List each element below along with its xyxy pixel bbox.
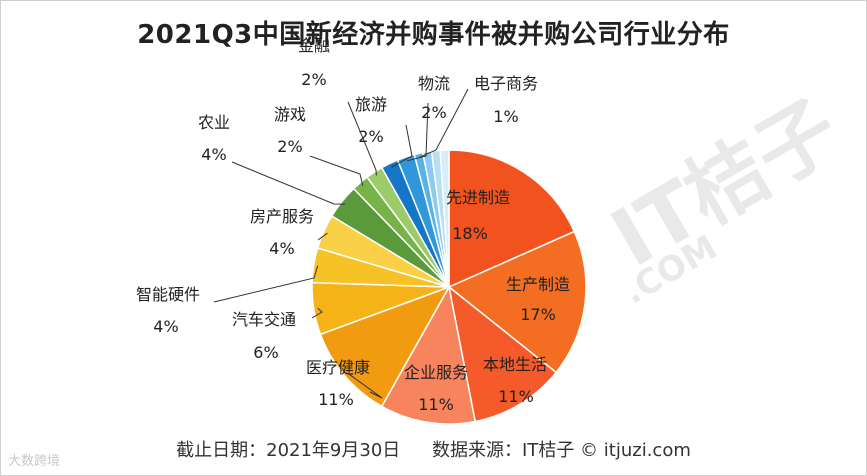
slice-label-企业服务: 企业服务 [404, 363, 468, 382]
slice-label-生产制造: 生产制造 [506, 275, 570, 294]
slice-label-游戏: 游戏 [274, 105, 306, 124]
slice-value-旅游: 2% [358, 127, 383, 146]
slice-label-物流: 物流 [418, 74, 450, 93]
leader-line-游戏 [309, 155, 364, 186]
slice-label-先进制造: 先进制造 [446, 188, 510, 207]
leader-line-农业 [231, 161, 346, 205]
slice-value-金融: 2% [301, 70, 326, 89]
corner-logo: 大数跨境 [8, 454, 61, 469]
leader-line-智能硬件 [213, 265, 319, 303]
slice-value-生产制造: 17% [520, 305, 556, 324]
slice-value-汽车交通: 6% [253, 343, 278, 362]
slice-label-房产服务: 房产服务 [250, 207, 314, 226]
leader-line-电子商务 [419, 88, 469, 158]
pie-labels: 先进制造 18% 生产制造 17% 本地生活 11% 企业服务 11% 医疗健康 11% 汽车交通 6… [136, 36, 570, 414]
slice-label-汽车交通: 汽车交通 [232, 310, 296, 329]
slice-value-本地生活: 11% [498, 387, 534, 406]
slice-label-医疗健康: 医疗健康 [306, 358, 370, 377]
pie-leader-lines [213, 88, 469, 399]
leader-line-房产服务 [317, 232, 328, 241]
slice-label-农业: 农业 [198, 113, 230, 132]
pie-slice-本地生活 [447, 285, 558, 423]
pie-slice-企业服务 [380, 284, 477, 425]
pie-slice-unlabeled-16 [439, 149, 450, 288]
chart-title: 2021Q3中国新经济并购事件被并购公司行业分布 [137, 20, 730, 50]
slice-value-物流: 2% [421, 103, 446, 122]
leader-line-物流 [406, 102, 429, 162]
slice-value-先进制造: 18% [452, 224, 488, 243]
pie-slice-先进制造 [448, 149, 576, 289]
slice-label-本地生活: 本地生活 [483, 355, 547, 374]
slice-label-智能硬件: 智能硬件 [136, 285, 200, 304]
slice-value-企业服务: 11% [418, 395, 454, 414]
leader-line-汽车交通 [311, 307, 323, 319]
slice-value-电子商务: 1% [493, 107, 518, 126]
slice-value-房产服务: 4% [269, 239, 294, 258]
footer-date: 截止日期：2021年9月30日 [176, 440, 401, 461]
slice-value-游戏: 2% [277, 137, 302, 156]
leader-line-旅游 [347, 101, 377, 176]
slice-value-医疗健康: 11% [318, 390, 354, 409]
slice-value-智能硬件: 4% [153, 317, 178, 336]
slice-label-金融: 金融 [298, 36, 330, 55]
slice-label-电子商务: 电子商务 [474, 74, 538, 93]
leader-line-金融 [391, 124, 413, 168]
leader-line-医疗健康 [347, 372, 383, 399]
slice-value-农业: 4% [201, 145, 226, 164]
slice-label-旅游: 旅游 [355, 95, 387, 114]
chart-footer: 截止日期：2021年9月30日 数据来源：IT桔子 © itjuzi.com [0, 436, 867, 462]
footer-source: 数据来源：IT桔子 © itjuzi.com [432, 440, 691, 461]
pie-slice-生产制造 [447, 230, 587, 374]
